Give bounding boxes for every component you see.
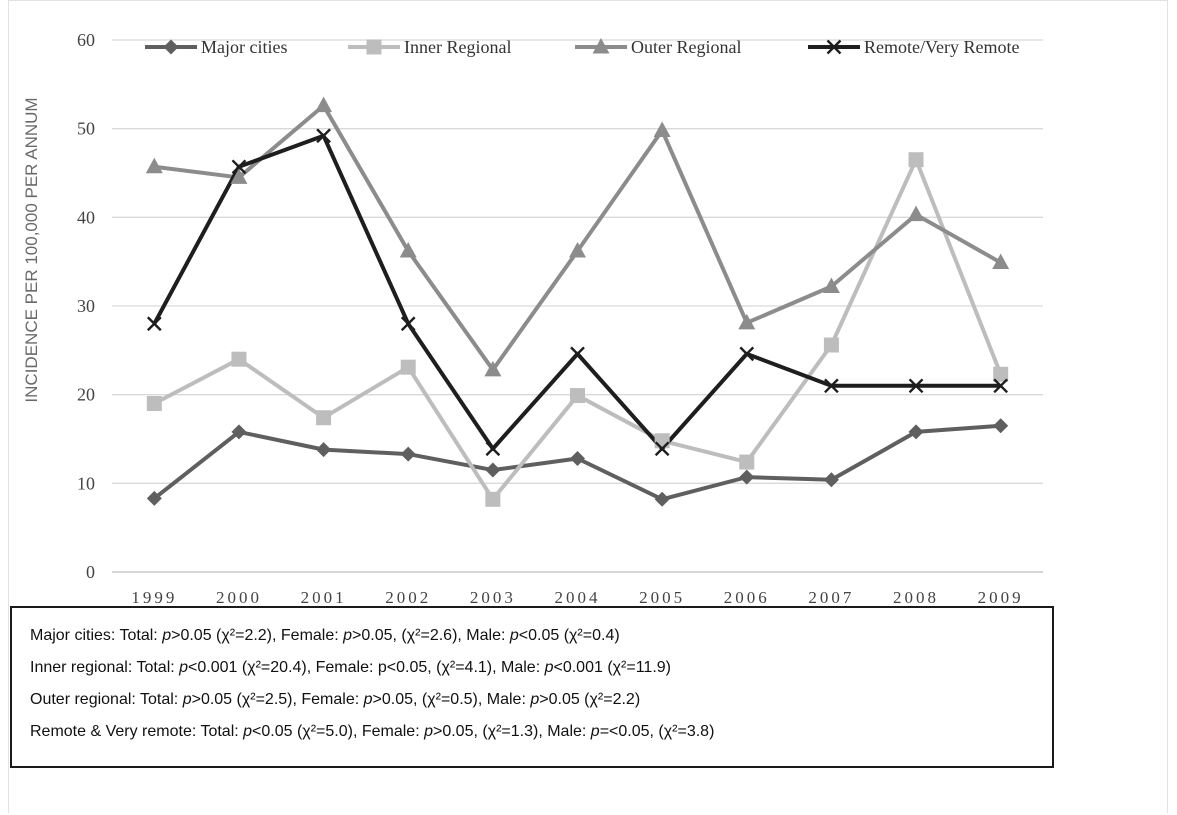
data-point-major-cities (739, 469, 755, 485)
data-point-remote-very-remote (993, 378, 1009, 394)
data-point-inner-regional (316, 410, 332, 426)
x-tick-label: 2004 (555, 588, 601, 607)
data-point-remote-very-remote (570, 346, 585, 362)
data-point-major-cities (570, 451, 585, 467)
data-point-inner-regional (231, 351, 247, 367)
y-axis-ticks: 0 10 20 30 40 50 60 (77, 30, 95, 582)
legend-label: Inner Regional (404, 37, 511, 57)
data-point-remote-very-remote (739, 346, 755, 362)
x-tick-label: 2005 (639, 588, 685, 607)
stat-line: Remote & Very remote: Total: p<0.05 (χ²=… (30, 723, 715, 740)
y-axis-label: INCIDENCE PER 100,000 PER ANNUM (22, 97, 41, 402)
data-point-remote-very-remote (146, 316, 162, 332)
legend: Major cities Inner Regional Outer Regional… (145, 37, 1019, 57)
data-point-remote-very-remote (654, 441, 670, 457)
data-point-remote-very-remote (908, 378, 924, 394)
data-point-inner-regional (993, 366, 1009, 382)
series-line-outer-regional (154, 103, 1002, 372)
data-point-outer-regional (822, 277, 840, 293)
y-tick-label: 0 (86, 562, 95, 582)
x-tick-label: 1999 (131, 588, 177, 607)
legend-marker (366, 39, 382, 55)
data-point-outer-regional (399, 242, 417, 258)
series-markers (145, 96, 1010, 507)
data-point-remote-very-remote (485, 441, 501, 457)
x-tick-label: 2007 (808, 588, 854, 607)
data-point-major-cities (485, 462, 501, 478)
data-point-major-cities (231, 424, 247, 440)
y-tick-label: 30 (77, 296, 95, 316)
legend-label: Major cities (201, 37, 287, 57)
x-tick-label: 2001 (301, 588, 347, 607)
x-tick-label: 2002 (385, 588, 431, 607)
data-point-major-cities (823, 472, 839, 488)
y-tick-label: 10 (77, 473, 95, 493)
data-point-inner-regional (570, 388, 585, 404)
data-point-outer-regional (315, 96, 333, 113)
data-point-major-cities (400, 446, 416, 462)
x-tick-label: 2008 (893, 588, 939, 607)
x-tick-label: 2003 (470, 588, 516, 607)
stat-line: Inner regional: Total: p<0.001 (χ²=20.4)… (30, 659, 671, 676)
figure-frame (8, 0, 1168, 813)
data-point-outer-regional (992, 253, 1010, 270)
data-point-outer-regional (653, 121, 671, 137)
data-point-major-cities (908, 424, 924, 440)
data-point-outer-regional (145, 157, 163, 174)
x-axis-ticks: 1999 2000 2001 2002 2003 2004 2005 2006 2007 2008… (131, 588, 1024, 607)
statistics-box: Major cities: Total: p>0.05 (χ²=2.2), Fe… (10, 606, 1054, 768)
data-point-remote-very-remote (400, 316, 416, 332)
data-point-inner-regional (485, 491, 501, 507)
y-tick-label: 50 (77, 119, 95, 139)
legend-label: Remote/Very Remote (864, 37, 1019, 57)
data-point-inner-regional (908, 152, 924, 168)
legend-marker (592, 38, 610, 54)
data-point-outer-regional (569, 242, 586, 258)
y-tick-label: 20 (77, 385, 95, 405)
x-tick-label: 2009 (978, 588, 1024, 607)
data-point-remote-very-remote (231, 159, 247, 175)
data-point-inner-regional (739, 454, 755, 470)
data-point-inner-regional (823, 337, 839, 353)
data-point-remote-very-remote (316, 128, 331, 144)
data-point-outer-regional (484, 360, 502, 377)
data-point-outer-regional (230, 168, 248, 184)
line-chart: 0 10 20 30 40 50 60 1999 2000 2001 2002 2003 2004 20… (22, 30, 1043, 607)
legend-marker (826, 39, 842, 55)
stat-line: Major cities: Total: p>0.05 (χ²=2.2), Fe… (30, 627, 620, 644)
y-tick-label: 40 (77, 207, 95, 227)
data-point-major-cities (316, 442, 332, 458)
y-tick-label: 60 (77, 30, 95, 50)
legend-label: Outer Regional (631, 37, 741, 57)
data-point-major-cities (993, 418, 1009, 434)
data-point-outer-regional (738, 313, 756, 330)
series-lines (152, 103, 1003, 502)
data-point-major-cities (654, 491, 670, 507)
data-point-remote-very-remote (824, 378, 839, 394)
data-point-inner-regional (146, 396, 162, 412)
data-point-outer-regional (907, 205, 925, 222)
legend-marker (163, 39, 179, 55)
data-point-major-cities (146, 490, 162, 506)
gridlines (112, 39, 1043, 573)
x-tick-label: 2000 (216, 588, 262, 607)
series-line-inner-regional (153, 157, 1003, 502)
stat-line: Outer regional: Total: p>0.05 (χ²=2.5), … (30, 691, 641, 708)
data-point-inner-regional (654, 433, 670, 449)
data-point-inner-regional (400, 359, 416, 375)
x-tick-label: 2006 (724, 588, 770, 607)
